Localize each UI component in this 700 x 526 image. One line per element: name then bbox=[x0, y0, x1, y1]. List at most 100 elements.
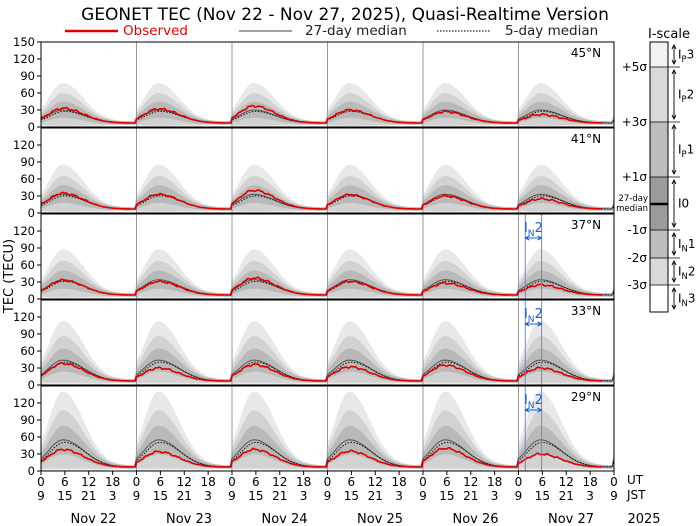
marker-arrow-head-right bbox=[537, 321, 543, 327]
panel-0: 0 30 60 90 120 150 45°N bbox=[13, 35, 615, 134]
x-axis: 0961512211830961512211830961512211830961… bbox=[37, 471, 618, 526]
latitude-label: 37°N bbox=[571, 218, 601, 232]
y-tick-label: 90 bbox=[20, 241, 35, 255]
y-tick-label: 0 bbox=[28, 378, 35, 392]
x-tick-label-ut: 18 bbox=[487, 475, 502, 489]
iscale-class-label: IP1 bbox=[678, 143, 694, 160]
panel-3: IN2 0 30 60 90 120 33°N bbox=[13, 299, 615, 392]
y-tick-label: 120 bbox=[13, 138, 35, 152]
x-tick-label-jst: 3 bbox=[204, 489, 212, 503]
iscale-class-arrow-head-top bbox=[671, 123, 677, 130]
iscale-class-arrow-head-bottom bbox=[671, 250, 677, 257]
marker-arrow-head-left bbox=[524, 235, 530, 241]
latitude-label: 33°N bbox=[571, 304, 601, 318]
x-tick-label-ut: 0 bbox=[515, 475, 523, 489]
y-tick-label: 150 bbox=[13, 35, 35, 49]
x-tick-label-jst: 3 bbox=[395, 489, 403, 503]
x-tick-label-jst: 3 bbox=[491, 489, 499, 503]
latitude-label: 45°N bbox=[571, 46, 601, 60]
x-tick-label-jst: 21 bbox=[368, 489, 383, 503]
y-tick-label: 60 bbox=[20, 344, 35, 358]
x-tick-label-ut: 12 bbox=[463, 475, 478, 489]
iscale-sigma-label: -3σ bbox=[627, 278, 647, 292]
marker-label: IN2 bbox=[524, 221, 543, 239]
y-tick-label: 90 bbox=[20, 413, 35, 427]
date-label: Nov 23 bbox=[166, 512, 212, 526]
x-tick-label-ut: 18 bbox=[200, 475, 215, 489]
iscale-class-arrow-head-top bbox=[671, 68, 677, 75]
iscale-class-label: IN2 bbox=[678, 265, 695, 282]
legend-5day-label: 5-day median bbox=[505, 23, 598, 39]
iscale-median-label-1: 27-day bbox=[618, 194, 648, 204]
x-tick-label-jst: 15 bbox=[248, 489, 263, 503]
y-tick-label: 30 bbox=[20, 189, 35, 203]
x-tick-label-ut: 6 bbox=[61, 475, 69, 489]
iscale-class-arrow-head-bottom bbox=[671, 277, 677, 284]
y-tick-label: 60 bbox=[20, 172, 35, 186]
panel-frame bbox=[40, 299, 615, 386]
y-tick-label: 0 bbox=[28, 120, 35, 134]
iscale-class-arrow-head-top bbox=[671, 259, 677, 266]
iscale-class-label: I0 bbox=[678, 197, 689, 211]
marker-arrow-head-left bbox=[524, 321, 530, 327]
x-tick-label-ut: 12 bbox=[272, 475, 287, 489]
i-scale-title: I-scale bbox=[648, 27, 690, 42]
x-tick-label-jst: 9 bbox=[324, 489, 332, 503]
x-tick-label-ut: 6 bbox=[252, 475, 260, 489]
x-tick-label-jst: 21 bbox=[81, 489, 96, 503]
x-tick-label-ut: 6 bbox=[443, 475, 451, 489]
x-tick-label-ut: 0 bbox=[324, 475, 332, 489]
iscale-class-label: IP3 bbox=[678, 48, 694, 65]
x-tick-label-jst: 15 bbox=[344, 489, 359, 503]
panel-1: 0 30 60 90 120 41°N bbox=[13, 127, 615, 220]
x-tick-label-ut: 0 bbox=[610, 475, 618, 489]
x-tick-label-jst: 9 bbox=[228, 489, 236, 503]
panel-4: IN2 0 30 60 90 120 29°N bbox=[13, 385, 615, 478]
marker-label: IN2 bbox=[524, 393, 543, 411]
iscale-sigma-label: +5σ bbox=[622, 60, 648, 74]
marker-arrow-head-right bbox=[537, 407, 543, 413]
jst-label: JST bbox=[626, 488, 646, 502]
median-27day-line bbox=[40, 439, 615, 468]
iscale-sigma-label: +3σ bbox=[622, 115, 648, 129]
x-tick-label-jst: 9 bbox=[37, 489, 45, 503]
iscale-zone-p1 bbox=[650, 122, 668, 177]
x-tick-label-jst: 9 bbox=[610, 489, 618, 503]
x-tick-label-jst: 3 bbox=[586, 489, 594, 503]
x-tick-label-ut: 0 bbox=[133, 475, 141, 489]
panel-2: IN2 0 30 60 90 120 37°N bbox=[13, 213, 615, 306]
legend-27day-label: 27-day median bbox=[305, 23, 407, 39]
panels: 0 30 60 90 120 150 45°N 0 30 60 90 120 41°N IN2 0 30 60 9… bbox=[13, 35, 615, 478]
y-axis-label: TEC (TECU) bbox=[2, 239, 17, 314]
y-tick-label: 60 bbox=[20, 430, 35, 444]
y-tick-label: 0 bbox=[28, 464, 35, 478]
iscale-median-label-2: median bbox=[616, 204, 648, 214]
iscale-class-arrow-head-bottom bbox=[671, 59, 677, 66]
iscale-zone-p3 bbox=[650, 42, 668, 67]
chart-title: GEONET TEC (Nov 22 - Nov 27, 2025), Quas… bbox=[81, 5, 609, 25]
x-tick-label-jst: 9 bbox=[133, 489, 141, 503]
marker-arrow-head-right bbox=[537, 235, 543, 241]
iscale-class-arrow-head-top bbox=[671, 178, 677, 185]
y-tick-label: 120 bbox=[13, 396, 35, 410]
x-tick-label-jst: 15 bbox=[153, 489, 168, 503]
iscale-class-label: IP2 bbox=[678, 88, 694, 105]
iscale-class-label: IN1 bbox=[678, 237, 695, 254]
iscale-class-arrow-head-bottom bbox=[671, 169, 677, 176]
x-tick-label-ut: 18 bbox=[105, 475, 120, 489]
x-tick-label-ut: 6 bbox=[157, 475, 165, 489]
x-tick-label-ut: 18 bbox=[582, 475, 597, 489]
x-tick-label-jst: 9 bbox=[419, 489, 427, 503]
date-label: Nov 27 bbox=[548, 512, 594, 526]
iscale-zone-p2 bbox=[650, 67, 668, 122]
y-tick-label: 30 bbox=[20, 447, 35, 461]
y-tick-label: 120 bbox=[13, 52, 35, 66]
x-tick-label-jst: 15 bbox=[535, 489, 550, 503]
iscale-sigma-label: +1σ bbox=[622, 170, 648, 184]
iscale-zone-n2 bbox=[650, 258, 668, 285]
x-tick-label-ut: 0 bbox=[419, 475, 427, 489]
x-tick-label-jst: 3 bbox=[300, 489, 308, 503]
observed-line bbox=[40, 446, 603, 468]
